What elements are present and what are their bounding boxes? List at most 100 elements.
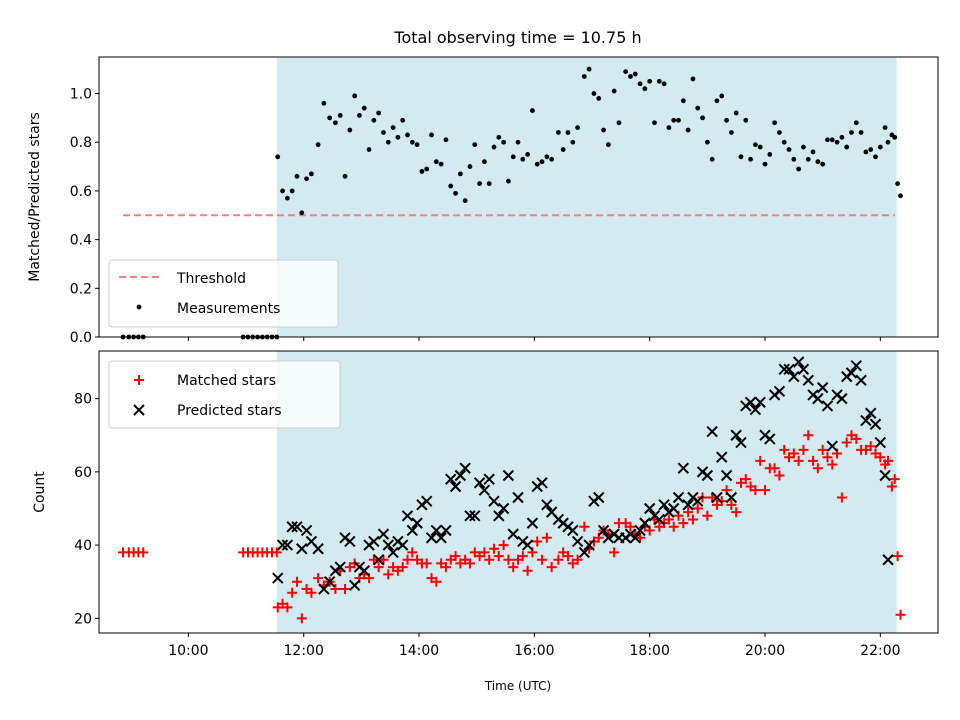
matched-star-point [484, 554, 495, 565]
matched-star-point [450, 551, 461, 562]
predicted-star-point [469, 510, 481, 522]
measurement-point [327, 115, 333, 121]
predicted-star-point [639, 517, 651, 529]
measurement-point [525, 151, 531, 157]
measurement-point [786, 147, 792, 152]
matched-star-point [609, 547, 620, 558]
matched-star-point [668, 521, 679, 532]
predicted-star-point [778, 363, 790, 376]
measurement-point [895, 181, 901, 187]
predicted-star-point [720, 469, 733, 482]
measurement-point [289, 188, 295, 194]
predicted-star-point [497, 502, 510, 515]
measurement-point [501, 139, 507, 145]
measurement-point [467, 164, 473, 169]
matched-star-point [779, 444, 790, 455]
predicted-star-point [682, 499, 694, 511]
predicted-star-point [318, 583, 330, 595]
matched-star-point [726, 499, 737, 510]
predicted-star-point [541, 499, 553, 511]
matched-star-point [687, 514, 698, 525]
measurement-point [477, 181, 482, 187]
measurement-point [728, 130, 734, 135]
measurement-point [429, 132, 434, 138]
measurement-point [877, 144, 883, 150]
predicted-star-point [377, 528, 390, 540]
measurement-point [825, 137, 830, 143]
predicted-star-point [874, 436, 887, 449]
matched-star-point [572, 554, 583, 565]
predicted-star-point [802, 374, 814, 387]
measurement-point [581, 74, 587, 79]
predicted-star-point [730, 429, 742, 441]
predicted-star-point [323, 576, 336, 588]
predicted-star-point [677, 462, 690, 474]
measurement-point [885, 139, 891, 145]
measurement-point [530, 108, 535, 113]
measurement-point [671, 117, 677, 123]
y-tick-label: 0.8 [70, 135, 92, 151]
predicted-star-point [711, 491, 723, 504]
measurement-point [443, 137, 449, 143]
matched-star-point [138, 547, 149, 558]
predicted-star-point [567, 524, 579, 537]
measurement-point [457, 171, 463, 177]
measurement-point [400, 117, 406, 123]
predicted-star-point [701, 469, 714, 482]
predicted-star-point [406, 524, 419, 537]
measurement-point [438, 161, 444, 167]
predicted-star-point [593, 491, 605, 504]
predicted-star-point [358, 565, 370, 577]
matched-star-point [479, 547, 490, 558]
predicted-star-point [658, 499, 670, 511]
predicted-star-point [826, 440, 838, 452]
matched-star-point [541, 532, 552, 543]
y-tick-label: 0.0 [70, 330, 92, 346]
matched-star-point [750, 485, 761, 496]
matched-star-point [532, 536, 543, 547]
y-axis-label: Count [32, 471, 48, 513]
predicted-star-point [850, 359, 863, 372]
matched-star-point [291, 576, 302, 587]
x-tick-label: 20:00 [745, 643, 785, 659]
predicted-star-point [773, 385, 786, 397]
legend-threshold-label: Threshold [176, 271, 246, 287]
measurement-point [299, 210, 305, 216]
measurement-point [544, 154, 550, 160]
measurement-point [333, 120, 338, 126]
predicted-star-point [348, 579, 361, 592]
matched-star-point [895, 609, 906, 620]
measurement-point [858, 130, 864, 135]
matched-star-point [503, 554, 514, 565]
matched-star-point [421, 558, 432, 569]
measurement-point [337, 113, 343, 118]
x-axis-label: Time (UTC) [484, 679, 551, 693]
measurement-point [515, 139, 521, 145]
measurement-point [743, 117, 749, 123]
legend-measurement-label: Measurements [177, 301, 280, 317]
matched-star-point [397, 562, 408, 573]
predicted-star-point [430, 524, 443, 537]
predicted-star-point [411, 517, 423, 529]
legend-predicted-label: Predicted stars [177, 403, 282, 419]
matched-star-point [707, 492, 718, 503]
legend-box [108, 360, 341, 429]
measurement-point [733, 110, 739, 116]
measurement-point [868, 147, 874, 152]
measurement-point [357, 113, 362, 118]
measurement-point [642, 86, 648, 92]
measurement-point [752, 142, 758, 148]
predicted-star-point [735, 436, 747, 449]
predicted-star-point [692, 495, 704, 507]
y-tick-label: 20 [74, 611, 92, 627]
measurement-point [453, 190, 458, 196]
count-panel: 20 40 60 80 10:00 12:00 14:00 16:00 18:00 20:00 22… [32, 350, 939, 659]
predicted-star-point [372, 554, 385, 566]
measurement-point [361, 105, 367, 111]
measurement-point [520, 156, 526, 162]
observing-window [276, 351, 897, 633]
predicted-star-point [449, 480, 462, 493]
predicted-star-point [865, 407, 877, 419]
measurement-point [596, 95, 602, 101]
measurement-point [611, 88, 617, 94]
